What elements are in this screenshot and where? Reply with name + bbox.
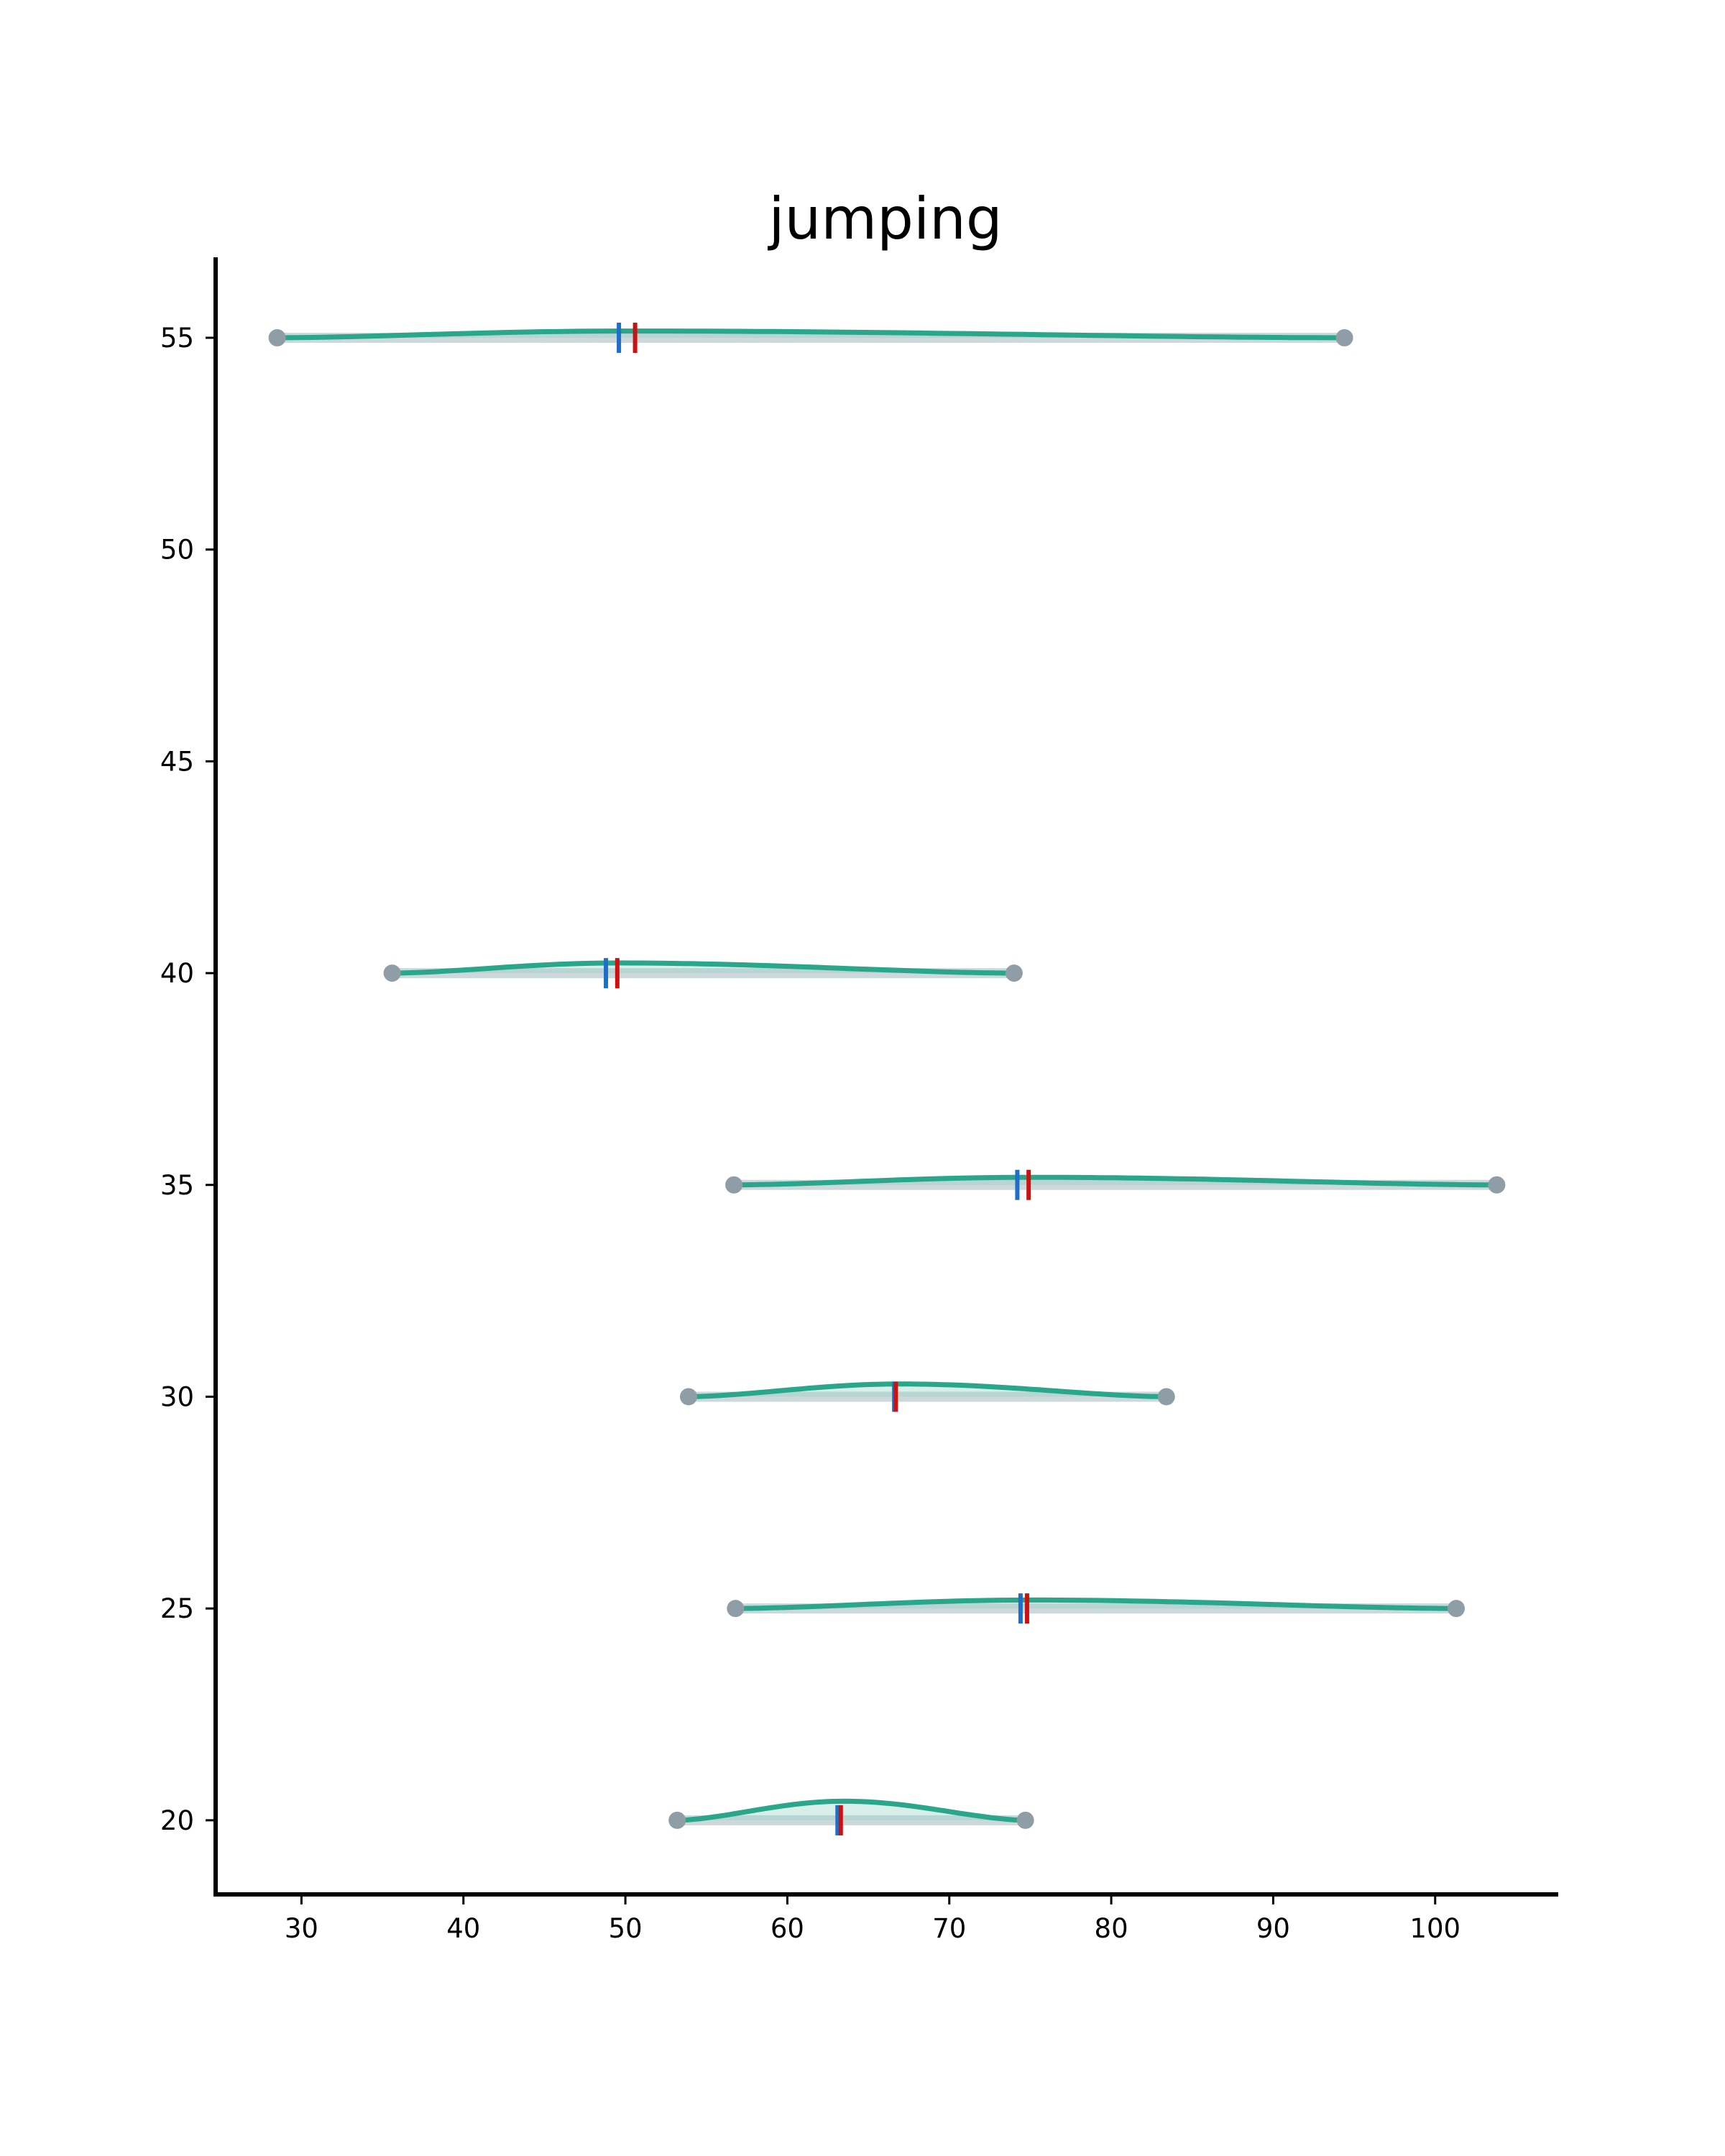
violin-group-40 [383,958,1023,989]
violin-group-35 [725,1169,1506,1200]
max-point [1005,964,1023,982]
y-tick-label: 55 [160,323,194,354]
violin-curve [734,1174,1497,1188]
y-tick-label: 30 [160,1381,194,1412]
x-tick-label: 80 [1095,1913,1128,1944]
axes: 30 40 50 60 70 80 90 100 20 25 30 35 40 45 50 55 [160,257,1558,1944]
violin-curve [392,960,1014,976]
y-tick-label: 50 [160,535,194,566]
y-tick-label: 25 [160,1593,194,1624]
violin-groups [268,322,1506,1835]
x-tick-label: 40 [446,1913,480,1944]
violin-group-55 [268,322,1353,353]
violin-group-25 [727,1593,1466,1624]
max-point [1335,328,1353,346]
x-tick-label: 50 [609,1913,643,1944]
x-tick-label: 60 [770,1913,804,1944]
min-point [268,328,286,346]
min-point [679,1388,697,1406]
min-point [383,964,401,982]
min-point [727,1600,745,1618]
max-point [1016,1811,1034,1829]
violin-curve [677,1798,1026,1823]
x-tick-label: 30 [285,1913,318,1944]
violin-fill [677,1801,1026,1820]
violin-group-30 [679,1381,1175,1412]
y-tick-label: 35 [160,1170,194,1201]
min-point [725,1176,743,1194]
y-tick-label: 20 [160,1805,194,1836]
violin-curve [688,1381,1167,1399]
y-tick-label: 45 [160,746,194,777]
max-point [1488,1176,1506,1194]
min-point [668,1811,686,1829]
violin-curve [277,328,1345,341]
violin-group-20 [668,1798,1034,1835]
x-tick-label: 70 [932,1913,966,1944]
max-point [1157,1388,1175,1406]
violin-fill [689,1383,1167,1397]
max-point [1448,1600,1466,1618]
violin-curve [735,1597,1457,1611]
y-tick-label: 40 [160,958,194,989]
x-tick-label: 90 [1256,1913,1290,1944]
x-tick-label: 100 [1409,1913,1460,1944]
chart-title: jumping [767,185,1002,252]
